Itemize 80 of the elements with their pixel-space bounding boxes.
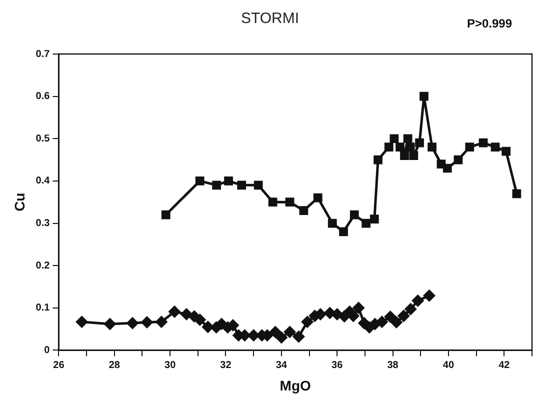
x-tick-label: 36 — [332, 360, 344, 371]
x-tick-label: 32 — [220, 360, 232, 371]
point — [406, 142, 415, 152]
point — [352, 302, 364, 314]
point — [248, 330, 260, 342]
point — [350, 210, 359, 220]
point — [76, 316, 88, 328]
point — [376, 316, 388, 328]
point — [400, 151, 409, 160]
y-tick-label: 0.2 — [36, 260, 50, 272]
point — [454, 155, 463, 164]
point — [390, 316, 402, 328]
point — [374, 155, 382, 164]
point — [502, 146, 511, 156]
point — [436, 160, 446, 168]
y-tick-label: 0.4 — [36, 176, 50, 187]
point — [442, 164, 452, 173]
x-tick-label: 28 — [108, 360, 120, 371]
point — [339, 227, 348, 236]
point — [370, 214, 379, 224]
point — [369, 318, 381, 330]
point — [268, 198, 278, 207]
point — [390, 134, 399, 144]
point — [212, 180, 221, 190]
point — [384, 142, 394, 152]
point — [194, 314, 206, 326]
point — [512, 189, 522, 198]
y-tick-label: 0.6 — [36, 91, 50, 102]
x-tick-label: 26 — [53, 360, 65, 371]
y-tick-label: 0 — [44, 344, 50, 356]
point — [224, 176, 233, 186]
text: P>0.999 — [466, 16, 512, 30]
point — [284, 326, 296, 338]
point — [362, 218, 370, 228]
point — [398, 310, 410, 322]
point — [313, 193, 322, 202]
y-tick-label: 0.7 — [36, 48, 50, 60]
point — [302, 316, 314, 328]
point — [270, 326, 282, 338]
point — [299, 206, 308, 215]
point — [254, 180, 263, 190]
point — [195, 176, 204, 186]
point — [420, 92, 428, 101]
point — [328, 218, 337, 228]
x-tick-label: 42 — [498, 360, 510, 371]
chart-title: STORMI — [240, 10, 300, 28]
point — [396, 142, 404, 152]
point — [237, 180, 246, 190]
point — [415, 138, 424, 148]
point — [403, 134, 412, 144]
point — [202, 321, 214, 333]
y-tick-label: 0.3 — [36, 218, 50, 230]
point — [126, 317, 138, 329]
x-tick-label: 34 — [276, 360, 288, 371]
point — [384, 311, 396, 323]
point — [404, 303, 416, 315]
point — [180, 308, 192, 320]
y-tick-label: 0.5 — [36, 133, 50, 144]
point — [161, 210, 170, 220]
point — [168, 306, 180, 318]
point — [409, 151, 418, 160]
point — [428, 142, 436, 152]
point — [412, 294, 424, 306]
x-tick-label: 30 — [164, 360, 176, 371]
point — [331, 308, 343, 320]
point — [285, 198, 294, 207]
y-axis-title: Cu — [11, 192, 28, 212]
point — [424, 290, 436, 302]
point — [490, 142, 500, 152]
point — [156, 316, 168, 328]
point — [478, 138, 488, 148]
point — [465, 142, 474, 152]
x-tick-label: 38 — [387, 360, 399, 371]
point — [292, 330, 304, 342]
point — [141, 316, 153, 328]
y-tick-label: 0.1 — [36, 302, 50, 314]
point — [104, 318, 116, 330]
point — [276, 332, 288, 344]
x-axis-title: MgO — [280, 377, 312, 394]
x-tick-label: 40 — [442, 360, 454, 371]
